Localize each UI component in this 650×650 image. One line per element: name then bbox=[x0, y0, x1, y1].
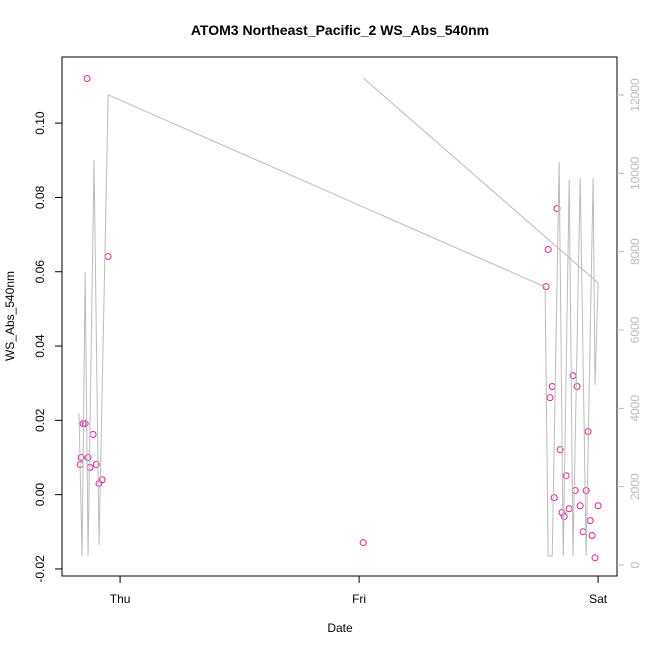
point bbox=[576, 502, 584, 510]
chart-title: ATOM3 Northeast_Pacific_2 WS_Abs_540nm bbox=[191, 22, 489, 38]
y-axis-label: WS_Abs_540nm bbox=[3, 271, 17, 361]
y-tick-label: 0.04 bbox=[33, 334, 47, 358]
point bbox=[573, 383, 581, 391]
point bbox=[544, 245, 552, 253]
point bbox=[558, 508, 566, 516]
point bbox=[92, 461, 100, 469]
point bbox=[582, 487, 590, 495]
y2-tick-label: 8000 bbox=[628, 238, 642, 265]
y-tick-label: -0.02 bbox=[33, 555, 47, 583]
point bbox=[81, 420, 89, 428]
point bbox=[588, 532, 596, 540]
point bbox=[84, 453, 92, 461]
y2-tick-label: 6000 bbox=[628, 316, 642, 343]
x-axis-label: Date bbox=[327, 621, 353, 635]
y2-tick-label: 4000 bbox=[628, 395, 642, 422]
point bbox=[556, 446, 564, 454]
y-tick-label: 0.10 bbox=[33, 111, 47, 135]
point bbox=[594, 502, 602, 510]
y2-tick-label: 2000 bbox=[628, 473, 642, 500]
y-tick-label: 0.02 bbox=[33, 408, 47, 432]
point bbox=[591, 554, 599, 562]
point bbox=[77, 453, 85, 461]
point bbox=[562, 472, 570, 480]
point bbox=[546, 394, 554, 402]
point bbox=[98, 476, 106, 484]
point bbox=[359, 539, 367, 547]
plot-box bbox=[61, 56, 618, 577]
y-tick-label: 0.06 bbox=[33, 260, 47, 284]
y2-tick-label: 0 bbox=[628, 561, 642, 568]
point bbox=[83, 75, 91, 83]
point bbox=[550, 494, 558, 502]
x-tick-label: Sat bbox=[589, 592, 608, 606]
point bbox=[542, 283, 550, 291]
x-tick-label: Fri bbox=[352, 592, 366, 606]
line bbox=[78, 77, 599, 557]
x-tick-label: Thu bbox=[110, 592, 131, 606]
y2-tick-label: 10000 bbox=[628, 156, 642, 190]
y-tick-label: 0.08 bbox=[33, 185, 47, 209]
y-tick-label: 0.00 bbox=[33, 483, 47, 507]
y2-tick-label: 12000 bbox=[628, 78, 642, 112]
